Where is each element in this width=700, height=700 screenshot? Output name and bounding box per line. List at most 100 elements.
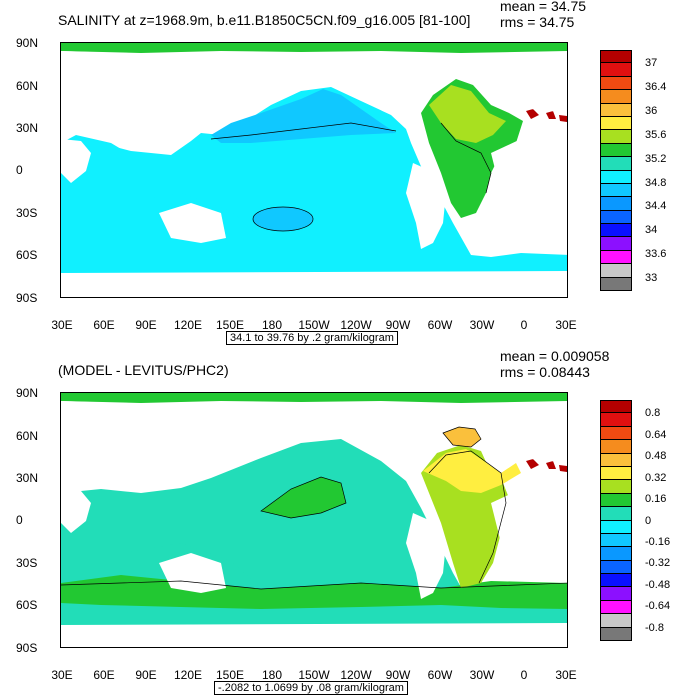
lat-tick-label: 0 [16,513,23,527]
lon-tick-label: 90W [385,318,411,332]
land-mass [61,139,91,183]
lat-tick-label: 30S [16,556,38,570]
colorbar-tick-label: 0.64 [645,428,667,441]
lat-tick-label: 60S [16,598,38,612]
north-pacific-fill [211,89,396,143]
lon-tick-label: 180 [261,668,283,682]
land-mass [491,139,567,223]
lon-tick-label: 60E [93,668,115,682]
lon-tick-label: 60W [427,668,453,682]
lon-tick-label: 180 [261,318,283,332]
rms-value: rms = 34.75 [500,14,575,30]
colorbar-swatch [600,170,632,184]
lat-tick-label: 30S [16,206,38,220]
colorbar-tick-label: 35.6 [645,128,667,141]
panel-title: (MODEL - LEVITUS/PHC2) [58,362,229,378]
mean-value: mean = 0.009058 [500,348,610,364]
colorbar-tick-label: -0.48 [645,578,671,591]
colorbar-swatch [600,50,632,64]
colorbar-tick-label: 34 [645,224,658,237]
colorbar-tick-label: 0.32 [645,471,667,484]
colorbar-swatch [600,103,632,117]
salinity-map [61,43,567,297]
colorbar-tick-label: 36.4 [645,81,667,94]
lon-tick-label: 0 [520,668,528,682]
land-mass [61,51,211,139]
colorbar-swatch [600,587,632,601]
lon-tick-label: 120W [340,318,372,332]
colorbar-swatch [600,210,632,225]
lon-tick-label: 150E [215,318,245,332]
lon-tick-label: 90W [385,668,411,682]
colorbar-swatch [600,507,632,521]
colorbar-swatch [600,600,632,615]
colorbar-swatch [600,480,632,494]
difference-panel: (MODEL - LEVITUS/PHC2) mean = 0.009058 r… [0,348,700,700]
colorbar-swatch [600,264,632,278]
colorbar-tick-label: 0.48 [645,450,667,463]
mediterranean-fill [526,459,567,472]
colorbar-swatch [600,250,632,265]
contour-line [440,122,492,194]
contour-range-label: -.2082 to 1.0699 by .08 gram/kilogram [214,681,408,695]
land-mass [321,53,429,123]
colorbar-tick-label: -0.64 [645,600,671,613]
lat-tick-label: 90N [16,36,39,50]
atlantic-anomaly-fill [423,449,521,493]
difference-map [61,393,567,647]
colorbar-swatch [600,183,632,198]
lon-tick-label: 30E [51,668,73,682]
lat-tick-label: 60S [16,248,38,262]
colorbar-swatch [600,197,632,211]
colorbar-swatch [600,440,632,454]
colorbar-tick-label: -0.16 [645,536,671,549]
colorbar-tick-label: 33 [645,271,658,284]
colorbar-swatch [600,574,632,588]
map-plot-area [60,392,568,648]
contour-line [252,206,314,232]
lat-tick-label: 60N [16,429,39,443]
lon-tick-label: 30W [469,318,495,332]
colorbar-swatch [600,493,632,508]
lon-tick-label: 0 [520,318,528,332]
lon-tick-label: 30W [469,668,495,682]
lat-tick-label: 90N [16,386,39,400]
lon-tick-label: 120E [173,318,203,332]
land-mass [481,405,567,463]
contour-line [428,450,507,584]
contour-range-label: 34.1 to 39.76 by .2 gram/kilogram [226,331,398,345]
lat-tick-label: 30N [16,121,39,135]
lon-tick-label: 30E [51,318,73,332]
lon-tick-label: 30E [555,668,577,682]
colorbar-swatch [600,63,632,77]
map-plot-area [60,42,568,298]
colorbar-swatch [600,466,632,481]
land-mass [159,553,226,593]
colorbar [600,50,632,292]
colorbar-swatch [600,400,632,414]
colorbar-swatch [600,547,632,561]
colorbar-swatch [600,224,632,238]
colorbar-tick-label: 35.2 [645,152,667,165]
lat-tick-label: 60N [16,79,39,93]
colorbar-tick-label: 36 [645,105,658,118]
colorbar-swatch [600,453,632,467]
labrador-anomaly-fill [443,427,481,447]
lon-tick-label: 60E [93,318,115,332]
land-mass [491,489,567,573]
colorbar-swatch [600,627,632,642]
colorbar-swatch [600,157,632,171]
colorbar-swatch [600,426,632,441]
colorbar-tick-label: 34.8 [645,176,667,189]
lon-tick-label: 90E [135,318,157,332]
lon-tick-label: 30E [555,318,577,332]
south-pacific-patch [253,207,313,231]
land-mass [61,489,91,533]
lat-tick-label: 0 [16,163,23,177]
lon-tick-label: 120E [173,668,203,682]
contour-line [442,426,482,448]
mediterranean-fill [526,109,567,122]
rms-value: rms = 0.08443 [500,364,590,380]
colorbar-swatch [600,76,632,91]
lon-tick-label: 90E [135,668,157,682]
